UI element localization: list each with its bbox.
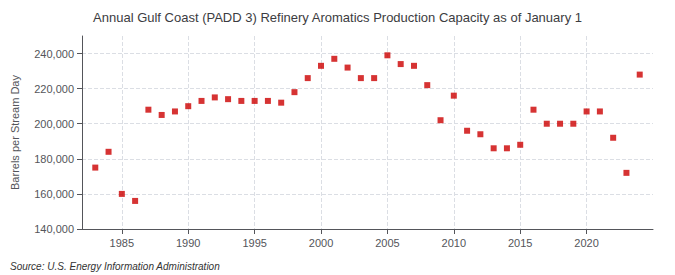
svg-text:Source: U.S. Energy Informatio: Source: U.S. Energy Information Administ… <box>10 261 220 272</box>
svg-text:2005: 2005 <box>375 237 399 249</box>
svg-text:240,000: 240,000 <box>34 48 74 60</box>
svg-text:2000: 2000 <box>309 237 333 249</box>
svg-text:200,000: 200,000 <box>34 118 74 130</box>
svg-text:Annual Gulf Coast (PADD 3) Ref: Annual Gulf Coast (PADD 3) Refinery Arom… <box>93 10 582 25</box>
svg-text:2020: 2020 <box>574 237 598 249</box>
svg-text:1990: 1990 <box>176 237 200 249</box>
svg-text:220,000: 220,000 <box>34 83 74 95</box>
svg-text:2015: 2015 <box>508 237 532 249</box>
svg-text:2010: 2010 <box>442 237 466 249</box>
svg-text:160,000: 160,000 <box>34 188 74 200</box>
svg-text:1985: 1985 <box>110 237 134 249</box>
svg-text:180,000: 180,000 <box>34 153 74 165</box>
svg-text:140,000: 140,000 <box>34 223 74 235</box>
svg-text:Barrels per Stream Day: Barrels per Stream Day <box>9 75 21 190</box>
svg-text:1995: 1995 <box>242 237 266 249</box>
